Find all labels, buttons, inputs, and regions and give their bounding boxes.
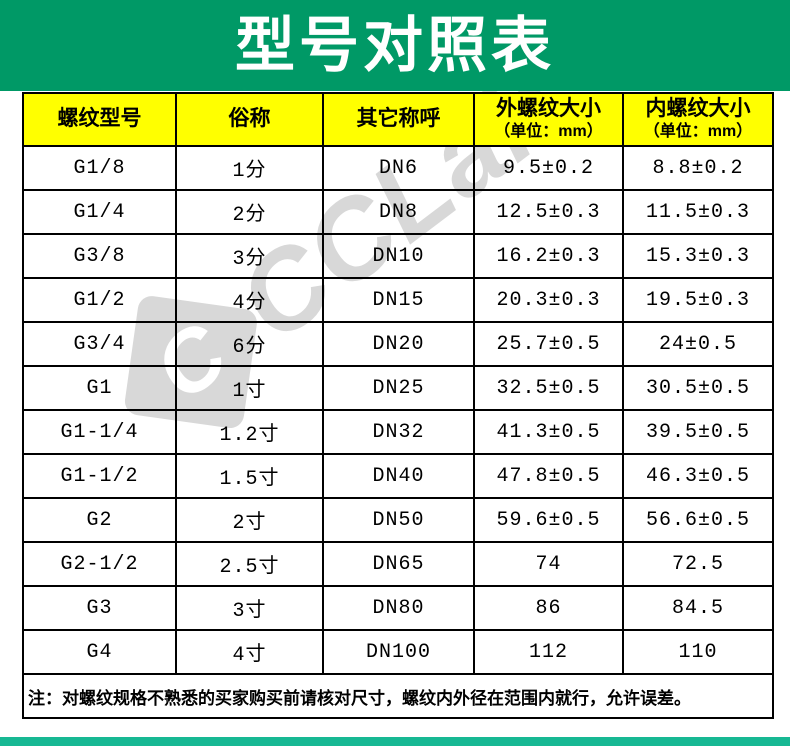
table-cell: 2寸 [175,497,324,543]
table-cell: 47.8±0.5 [473,453,624,499]
table-cell: G1-1/2 [22,453,177,499]
table-cell: 32.5±0.5 [473,365,624,411]
table-cell: 4寸 [175,629,324,675]
table-row: G1 1寸 DN25 32.5±0.5 30.5±0.5 [22,365,774,411]
table-cell: G1 [22,365,177,411]
table-cell: G1/4 [22,189,177,235]
table-cell: 25.7±0.5 [473,321,624,367]
table-cell: DN80 [322,585,475,631]
col-header-unit: （单位：mm） [643,123,753,141]
table-cell: G2-1/2 [22,541,177,587]
table-cell: 56.6±0.5 [622,497,774,543]
table-row: G1-1/2 1.5寸 DN40 47.8±0.5 46.3±0.5 [22,453,774,499]
table-cell: DN8 [322,189,475,235]
table-cell: 20.3±0.3 [473,277,624,323]
table-cell: G3 [22,585,177,631]
col-header-external-size: 外螺纹大小 （单位：mm） [473,92,624,147]
table-cell: 6分 [175,321,324,367]
table-cell: 3分 [175,233,324,279]
table-cell: DN32 [322,409,475,455]
table-cell: 39.5±0.5 [622,409,774,455]
table-row: G2-1/2 2.5寸 DN65 74 72.5 [22,541,774,587]
table-header: 螺纹型号 俗称 其它称呼 外螺纹大小 （单位：mm） 内螺纹大小 （单位：mm） [22,92,774,147]
bottom-bar [0,737,790,746]
table-cell: DN50 [322,497,475,543]
table-cell: 72.5 [622,541,774,587]
table-cell: DN6 [322,145,475,191]
table-row: G3/8 3分 DN10 16.2±0.3 15.3±0.3 [22,233,774,279]
table-cell: 74 [473,541,624,587]
table-cell: 110 [622,629,774,675]
table-cell: 8.8±0.2 [622,145,774,191]
table-cell: 30.5±0.5 [622,365,774,411]
table-cell: G1/8 [22,145,177,191]
note-text: 注：对螺纹规格不熟悉的买家购买前请核对尺寸，螺纹内外径在范围内就行，允许误差。 [22,673,774,719]
table-cell: G3/8 [22,233,177,279]
table-cell: DN65 [322,541,475,587]
table-cell: 15.3±0.3 [622,233,774,279]
table-cell: 112 [473,629,624,675]
col-header-label: 外螺纹大小 [496,97,601,121]
col-header-internal-size: 内螺纹大小 （单位：mm） [622,92,774,147]
table-cell: 9.5±0.2 [473,145,624,191]
table-cell: 2.5寸 [175,541,324,587]
col-header-other-name: 其它称呼 [322,92,475,147]
table-cell: DN10 [322,233,475,279]
table-cell: G1/2 [22,277,177,323]
table-cell: DN15 [322,277,475,323]
top-banner: 型号对照表 [0,0,790,91]
table-cell: G1-1/4 [22,409,177,455]
table-cell: 19.5±0.3 [622,277,774,323]
table-cell: DN100 [322,629,475,675]
table-body: G1/8 1分 DN6 9.5±0.2 8.8±0.2 G1/4 2分 DN8 12.5±0.3… [22,145,774,675]
table-cell: 1.5寸 [175,453,324,499]
table-cell: 2分 [175,189,324,235]
table-cell: 24±0.5 [622,321,774,367]
table-cell: G2 [22,497,177,543]
table-row: G4 4寸 DN100 112 110 [22,629,774,675]
spec-table: 螺纹型号 俗称 其它称呼 外螺纹大小 （单位：mm） 内螺纹大小 （单位：mm）… [22,92,774,719]
col-header-common-name: 俗称 [175,92,324,147]
table-cell: 46.3±0.5 [622,453,774,499]
table-cell: 86 [473,585,624,631]
table-cell: 1分 [175,145,324,191]
table-row: G2 2寸 DN50 59.6±0.5 56.6±0.5 [22,497,774,543]
col-header-label: 内螺纹大小 [645,97,751,121]
table-cell: 16.2±0.3 [473,233,624,279]
table-cell: 84.5 [622,585,774,631]
thread-size-table: 螺纹型号 俗称 其它称呼 外螺纹大小 （单位：mm） 内螺纹大小 （单位：mm）… [22,92,774,719]
col-header-unit: （单位：mm） [494,123,603,141]
table-cell: DN20 [322,321,475,367]
table-cell: 59.6±0.5 [473,497,624,543]
table-cell: 3寸 [175,585,324,631]
note-row: 注：对螺纹规格不熟悉的买家购买前请核对尺寸，螺纹内外径在范围内就行，允许误差。 [22,673,774,719]
table-cell: G3/4 [22,321,177,367]
table-row: G3/4 6分 DN20 25.7±0.5 24±0.5 [22,321,774,367]
table-cell: 4分 [175,277,324,323]
table-cell: G4 [22,629,177,675]
page-title: 型号对照表 [235,11,555,79]
col-header-label: 俗称 [228,107,271,131]
table-cell: 11.5±0.3 [622,189,774,235]
header-row: 螺纹型号 俗称 其它称呼 外螺纹大小 （单位：mm） 内螺纹大小 （单位：mm） [22,92,774,147]
table-cell: DN25 [322,365,475,411]
col-header-label: 螺纹型号 [57,107,142,131]
table-cell: 41.3±0.5 [473,409,624,455]
table-cell: 1.2寸 [175,409,324,455]
table-cell: 12.5±0.3 [473,189,624,235]
col-header-thread-model: 螺纹型号 [22,92,177,147]
table-row: G1-1/4 1.2寸 DN32 41.3±0.5 39.5±0.5 [22,409,774,455]
table-row: G1/8 1分 DN6 9.5±0.2 8.8±0.2 [22,145,774,191]
table-row: G3 3寸 DN80 86 84.5 [22,585,774,631]
table-row: G1/2 4分 DN15 20.3±0.3 19.5±0.3 [22,277,774,323]
table-cell: DN40 [322,453,475,499]
table-footer: 注：对螺纹规格不熟悉的买家购买前请核对尺寸，螺纹内外径在范围内就行，允许误差。 [22,673,774,719]
table-cell: 1寸 [175,365,324,411]
table-row: G1/4 2分 DN8 12.5±0.3 11.5±0.3 [22,189,774,235]
col-header-label: 其它称呼 [356,107,441,131]
